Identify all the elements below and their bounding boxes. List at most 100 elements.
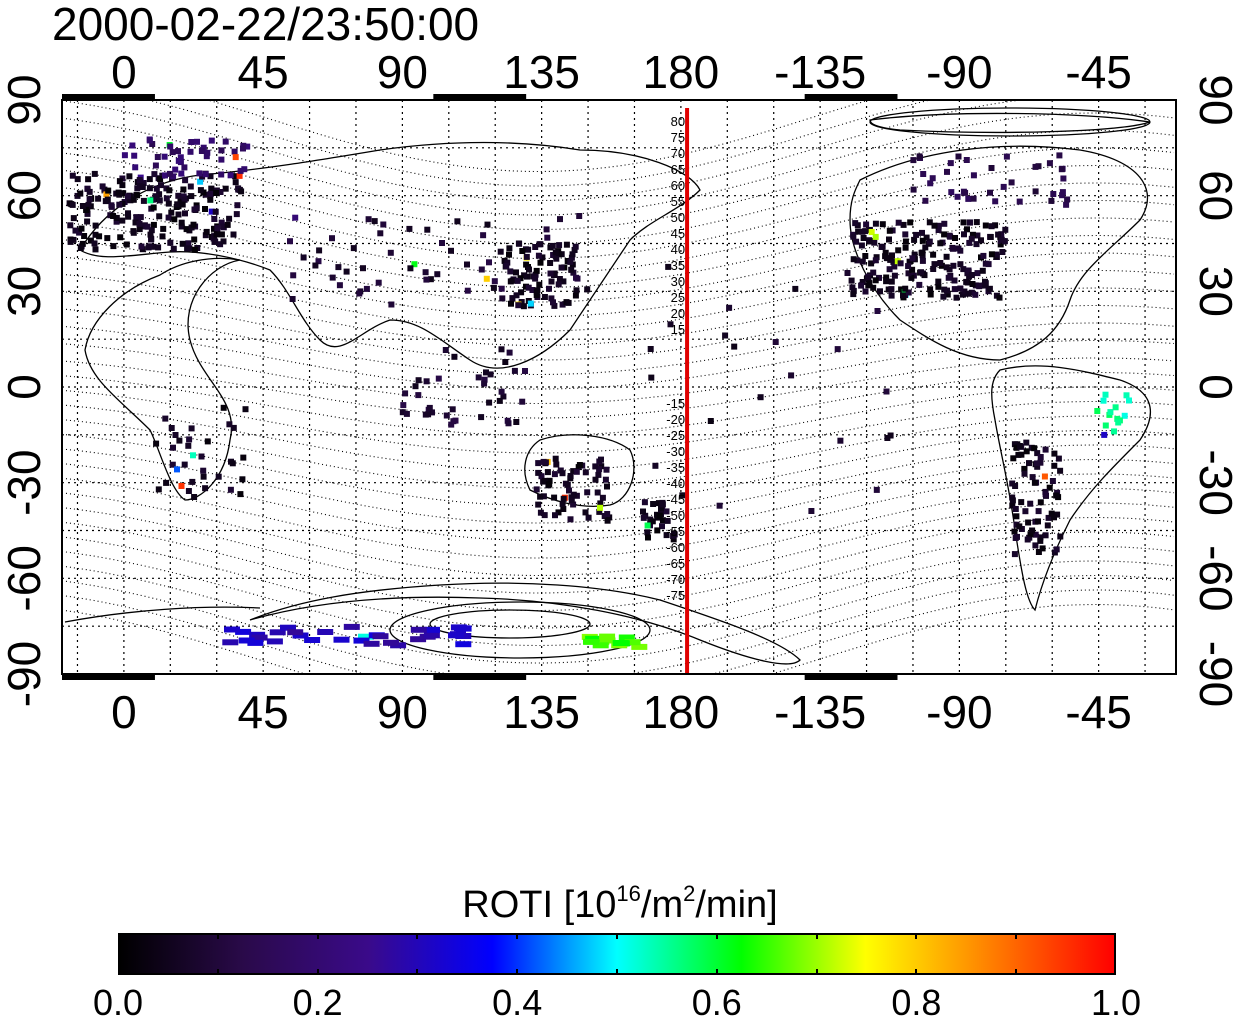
roti-point — [926, 238, 933, 245]
roti-point — [553, 461, 560, 468]
roti-point — [538, 473, 545, 480]
roti-point — [1057, 467, 1064, 474]
roti-point — [658, 506, 664, 512]
roti-point — [406, 225, 413, 232]
roti-point — [664, 517, 671, 524]
roti-point — [125, 213, 132, 220]
roti-point — [606, 514, 613, 521]
roti-point — [387, 249, 394, 256]
roti-point — [125, 210, 131, 217]
mlat-contour — [62, 199, 1175, 289]
roti-point — [559, 301, 566, 308]
roti-point — [905, 289, 912, 296]
roti-point — [722, 332, 729, 339]
roti-point — [1031, 445, 1038, 452]
roti-point — [1107, 409, 1114, 416]
roti-point — [108, 203, 115, 210]
roti-point — [237, 167, 244, 174]
roti-point — [191, 236, 198, 243]
roti-point — [533, 292, 540, 298]
meridian-label: -25 — [666, 428, 685, 443]
roti-point — [908, 274, 915, 281]
lon-tick-label-top: -45 — [1065, 46, 1131, 98]
roti-point — [1016, 443, 1023, 449]
roti-point — [522, 368, 528, 374]
roti-point — [104, 196, 111, 203]
roti-point — [872, 257, 879, 264]
roti-point — [891, 272, 898, 279]
roti-point — [1025, 519, 1032, 526]
mlat-contour — [62, 234, 1175, 318]
colorbar-tick-mark — [216, 969, 219, 975]
roti-point — [244, 143, 251, 150]
roti-point — [731, 343, 738, 350]
roti-point — [69, 172, 76, 179]
roti-point — [136, 220, 143, 227]
roti-point — [679, 492, 686, 499]
roti-point — [202, 232, 209, 239]
roti-point — [1008, 179, 1015, 186]
roti-point — [604, 511, 611, 517]
meridian-label: -60 — [666, 540, 685, 555]
roti-point — [518, 289, 525, 296]
roti-point — [182, 177, 189, 184]
lon-tick-label-top: -90 — [926, 46, 992, 98]
meridian-label: 20 — [671, 306, 685, 321]
roti-point — [910, 186, 917, 193]
roti-point — [171, 216, 178, 223]
roti-point — [87, 237, 94, 244]
magnetic-latitude-contours — [62, 100, 1175, 674]
roti-point — [902, 285, 909, 292]
colorbar-tick-mark — [416, 969, 419, 975]
roti-point — [81, 233, 88, 239]
roti-point — [551, 494, 558, 501]
roti-point — [70, 215, 77, 222]
plot-frame — [61, 99, 1177, 675]
roti-point — [930, 266, 937, 272]
roti-point — [886, 227, 893, 234]
roti-point — [1009, 497, 1016, 504]
roti-point — [448, 632, 464, 639]
meridian-label: -70 — [666, 572, 685, 587]
roti-point — [187, 148, 194, 155]
roti-point — [181, 164, 188, 171]
roti-point — [377, 230, 384, 237]
roti-point — [455, 641, 472, 648]
mlat-contour — [62, 164, 1175, 260]
mlat-contour — [62, 429, 1175, 507]
colorbar-tick-mark — [616, 969, 618, 975]
roti-point — [992, 198, 999, 205]
roti-point — [180, 186, 187, 193]
roti-point — [230, 424, 237, 431]
roti-point — [966, 219, 973, 226]
colorbar-tick-mark — [1015, 969, 1018, 975]
roti-point — [140, 180, 147, 186]
roti-point — [905, 270, 912, 277]
roti-point — [592, 463, 599, 470]
roti-point — [235, 628, 252, 635]
roti-point — [222, 138, 229, 145]
colorbar-tick-label: 0.4 — [492, 982, 543, 1023]
roti-point — [570, 468, 577, 475]
roti-point — [757, 394, 764, 401]
roti-point — [178, 219, 185, 226]
roti-point — [464, 261, 470, 268]
mlat-contour — [62, 217, 1175, 303]
roti-point — [83, 207, 90, 213]
frame-bar — [62, 674, 155, 680]
roti-point — [926, 219, 933, 226]
roti-point — [873, 486, 880, 493]
lat-tick-label-right: 60 — [1190, 170, 1240, 221]
roti-point — [233, 211, 240, 218]
roti-point — [929, 175, 936, 182]
roti-point — [170, 444, 176, 451]
roti-point — [624, 639, 641, 646]
roti-point — [287, 629, 304, 636]
roti-point — [178, 483, 185, 489]
lon-tick-label-top: 45 — [238, 46, 289, 98]
roti-point — [156, 213, 163, 220]
roti-point — [1016, 523, 1023, 530]
roti-point — [1024, 536, 1031, 543]
roti-point — [877, 288, 883, 295]
roti-point — [567, 258, 574, 265]
